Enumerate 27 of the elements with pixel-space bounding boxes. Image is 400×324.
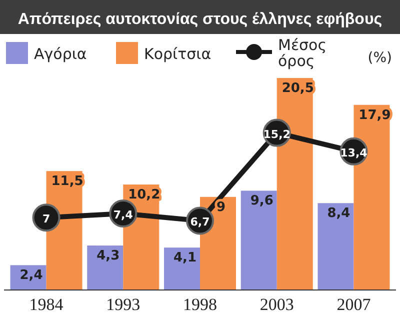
data-label: 15,2 bbox=[263, 128, 290, 141]
data-label: 2,4 bbox=[20, 268, 43, 284]
x-tick-label: 2003 bbox=[260, 295, 294, 314]
data-label: 9 bbox=[216, 200, 226, 215]
data-label: 8,4 bbox=[327, 206, 350, 222]
legend-label: Κορίτσια bbox=[144, 45, 212, 63]
x-tick-label: 1998 bbox=[183, 295, 217, 314]
data-label: 11,5 bbox=[51, 174, 84, 190]
data-label: 7,4 bbox=[113, 208, 134, 222]
data-label: 4,1 bbox=[173, 250, 197, 266]
x-tick-label: 1984 bbox=[29, 295, 64, 314]
point bbox=[32, 204, 60, 232]
data-label: 6,7 bbox=[190, 216, 210, 229]
data-label: 17,9 bbox=[358, 108, 391, 123]
legend-label: Αγόρια bbox=[34, 45, 87, 63]
legend-label: Μέσος όρος bbox=[278, 36, 327, 70]
data-label: 20,5 bbox=[282, 81, 314, 96]
bar bbox=[240, 190, 277, 290]
data-label: 13,4 bbox=[340, 146, 368, 160]
data-label: 9,6 bbox=[250, 194, 274, 209]
y-axis-title: (%) bbox=[368, 50, 392, 66]
data-label: 4,3 bbox=[96, 248, 120, 264]
data-label: 7 bbox=[42, 212, 50, 226]
chart-title: Απόπειρες αυτοκτονίας στους έλληνες εφήβους bbox=[18, 11, 382, 28]
data-label: 10,2 bbox=[128, 188, 160, 203]
x-tick-label: 1993 bbox=[106, 295, 140, 314]
x-tick-label: 2007 bbox=[336, 295, 372, 314]
